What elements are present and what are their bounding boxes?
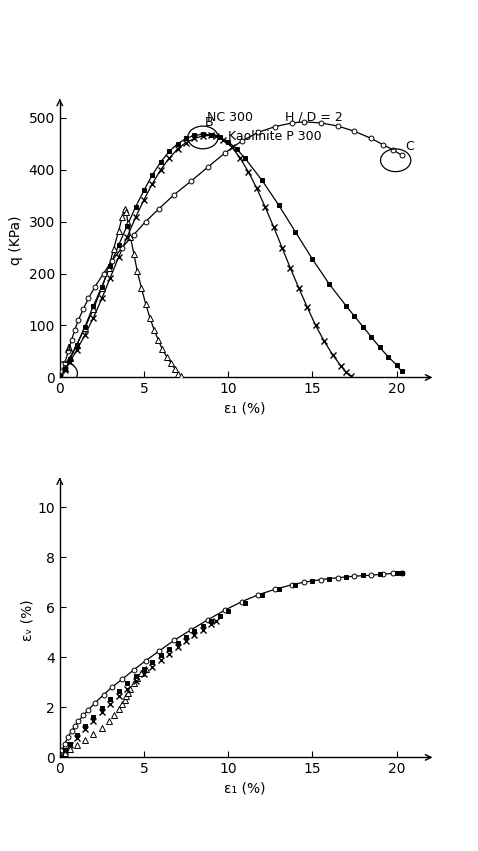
- Text: A: A: [65, 343, 73, 356]
- Y-axis label: q (KPa): q (KPa): [9, 215, 23, 265]
- Text: C: C: [405, 140, 413, 153]
- Text: B: B: [205, 116, 213, 129]
- Text: Kaolinite P 300: Kaolinite P 300: [228, 129, 321, 143]
- X-axis label: ε₁ (%): ε₁ (%): [224, 402, 266, 416]
- Text: NC 300        H / D = 2: NC 300 H / D = 2: [207, 111, 342, 123]
- Y-axis label: εᵥ (%): εᵥ (%): [21, 599, 34, 641]
- X-axis label: ε₁ (%): ε₁ (%): [224, 782, 266, 796]
